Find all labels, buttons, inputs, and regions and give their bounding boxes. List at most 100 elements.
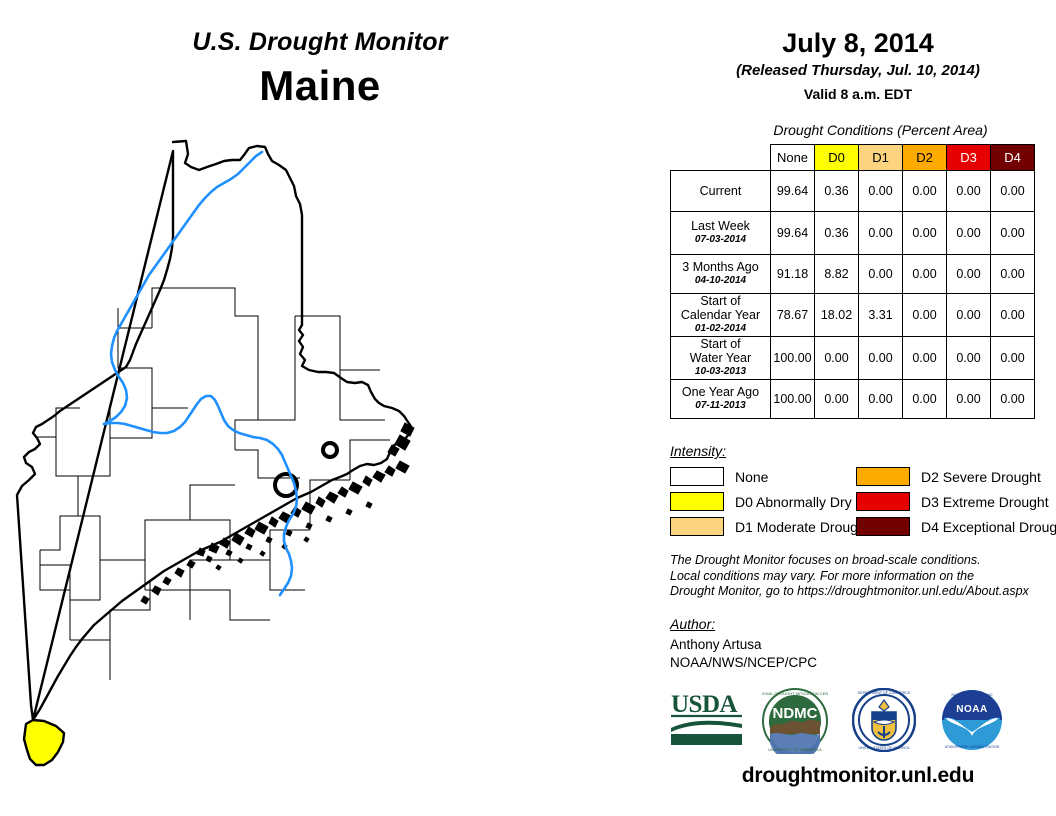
- valid-time: Valid 8 a.m. EDT: [803, 86, 913, 102]
- legend-item-d0: D0 Abnormally Dry: [670, 489, 870, 514]
- usda-logo[interactable]: USDA: [670, 688, 744, 751]
- cell-current-d3: 0.00: [946, 170, 991, 212]
- cell-wy-none: 100.00: [770, 336, 815, 380]
- cell-current-d0: 0.36: [814, 170, 859, 212]
- commerce-seal-logo[interactable]: DEPARTMENT OF COMMERCE UNITED STATES OF …: [851, 687, 917, 757]
- svg-text:NOAA: NOAA: [956, 704, 987, 715]
- cell-lastweek-d3: 0.00: [946, 211, 991, 255]
- row-label-one-year-ago: One Year Ago 07-11-2013: [670, 379, 771, 419]
- svg-text:NATIONAL OCEANIC AND: NATIONAL OCEANIC AND: [952, 693, 993, 697]
- release-date: (Released Thursday, Jul. 10, 2014): [736, 62, 980, 79]
- row-date: 01-02-2014: [694, 323, 747, 334]
- legend-item-d1: D1 Moderate Drought: [670, 514, 870, 539]
- legend-swatch-d4-icon: [856, 517, 910, 536]
- svg-text:ATMOSPHERIC ADMINISTRATION: ATMOSPHERIC ADMINISTRATION: [945, 745, 1000, 749]
- legend-label-d4: D4 Exceptional Drought: [921, 518, 1056, 535]
- legend-swatch-d3-icon: [856, 492, 910, 511]
- cell-wy-d0: 0.00: [814, 336, 859, 380]
- legend-swatch-d2-icon: [856, 467, 910, 486]
- cell-3mo-none: 91.18: [770, 254, 815, 294]
- noaa-logo[interactable]: NOAA NATIONAL OCEANIC AND ATMOSPHERIC AD…: [940, 688, 1004, 757]
- legend-swatch-d1-icon: [670, 517, 724, 536]
- cell-oya-d0: 0.00: [814, 379, 859, 419]
- legend-item-d4: D4 Exceptional Drought: [856, 514, 1056, 539]
- cell-wy-d4: 0.00: [990, 336, 1035, 380]
- table-corner-cell: [671, 145, 771, 171]
- cell-cal-d1: 3.31: [858, 293, 903, 337]
- legend-swatch-d0-icon: [670, 492, 724, 511]
- legend-label-d1: D1 Moderate Drought: [735, 518, 870, 535]
- cell-lastweek-none: 99.64: [770, 211, 815, 255]
- cell-wy-d1: 0.00: [858, 336, 903, 380]
- legend-label-none: None: [735, 468, 769, 485]
- svg-text:DEPARTMENT OF COMMERCE: DEPARTMENT OF COMMERCE: [858, 691, 911, 695]
- cell-cal-d4: 0.00: [990, 293, 1035, 337]
- row-title: Last Week: [691, 219, 750, 233]
- table-header-row: None D0 D1 D2 D3 D4: [671, 144, 1035, 171]
- river-lines: [102, 150, 299, 597]
- cell-3mo-d3: 0.00: [946, 254, 991, 294]
- cell-lastweek-d0: 0.36: [814, 211, 859, 255]
- row-title: Start of Calendar Year: [680, 294, 761, 322]
- svg-text:UNITED STATES OF AMERICA: UNITED STATES OF AMERICA: [859, 746, 911, 750]
- info-pane: July 8, 2014 (Released Thursday, Jul. 10…: [660, 0, 1056, 816]
- row-label-current: Current: [670, 170, 771, 212]
- cell-cal-none: 78.67: [770, 293, 815, 337]
- cell-3mo-d0: 8.82: [814, 254, 859, 294]
- row-label-start-calendar-year: Start of Calendar Year 01-02-2014: [670, 293, 771, 337]
- cell-wy-d2: 0.00: [902, 336, 947, 380]
- legend-item-d2: D2 Severe Drought: [856, 464, 1056, 489]
- svg-text:USDA: USDA: [671, 691, 738, 718]
- cell-current-d4: 0.00: [990, 170, 1035, 212]
- cell-3mo-d4: 0.00: [990, 254, 1035, 294]
- author-organization: NOAA/NWS/NCEP/CPC: [670, 655, 818, 670]
- cell-cal-d3: 0.00: [946, 293, 991, 337]
- row-date: 04-10-2014: [694, 275, 747, 286]
- logo-row: USDA NDMC NATIONAL DROUGHT MITIGATION CE…: [660, 687, 1056, 762]
- column-header-d0: D0: [814, 144, 859, 171]
- table-row: Start of Calendar Year 01-02-2014 78.67 1…: [670, 293, 1035, 337]
- cell-current-d1: 0.00: [858, 170, 903, 212]
- row-title: Start of Water Year: [689, 337, 752, 365]
- cell-oya-d3: 0.00: [946, 379, 991, 419]
- page-title: U.S. Drought Monitor: [192, 28, 448, 56]
- table-row: 3 Months Ago 04-10-2014 91.18 8.82 0.00 …: [670, 254, 1035, 294]
- cell-3mo-d2: 0.00: [902, 254, 947, 294]
- st-john-river: [102, 150, 264, 426]
- row-date: 10-03-2013: [694, 366, 747, 377]
- svg-text:NATIONAL DROUGHT MITIGATION CE: NATIONAL DROUGHT MITIGATION CENTER: [762, 691, 828, 696]
- legend-column-2: D2 Severe Drought D3 Extreme Drought D4 …: [856, 464, 1056, 539]
- legend-label-d2: D2 Severe Drought: [921, 468, 1041, 485]
- map-drought-overlay-d0: [24, 720, 64, 765]
- cell-oya-none: 100.00: [770, 379, 815, 419]
- legend-swatch-none-icon: [670, 467, 724, 486]
- table-row: Last Week 07-03-2014 99.64 0.36 0.00 0.0…: [670, 211, 1035, 255]
- row-title: 3 Months Ago: [682, 260, 759, 274]
- cell-oya-d2: 0.00: [902, 379, 947, 419]
- maine-map[interactable]: [0, 120, 660, 800]
- map-pane: U.S. Drought Monitor Maine: [0, 28, 660, 800]
- legend-label-d3: D3 Extreme Drought: [921, 493, 1049, 510]
- row-label-3-months-ago: 3 Months Ago 04-10-2014: [670, 254, 771, 294]
- row-title: Current: [699, 184, 742, 198]
- cell-3mo-d1: 0.00: [858, 254, 903, 294]
- table-caption: Drought Conditions (Percent Area): [773, 122, 988, 138]
- table-row: Start of Water Year 10-03-2013 100.00 0.0…: [670, 336, 1035, 380]
- row-label-start-water-year: Start of Water Year 10-03-2013: [670, 336, 771, 380]
- coastal-islands: [140, 422, 415, 605]
- disclaimer-text: The Drought Monitor focuses on broad-sca…: [670, 553, 1050, 600]
- row-date: 07-03-2014: [694, 234, 747, 245]
- state-outline: [15, 139, 414, 767]
- column-header-none: None: [770, 144, 815, 171]
- maine-state-border: [15, 139, 414, 767]
- row-title: One Year Ago: [681, 385, 760, 399]
- cell-current-none: 99.64: [770, 170, 815, 212]
- cell-wy-d3: 0.00: [946, 336, 991, 380]
- legend-column-1: None D0 Abnormally Dry D1 Moderate Droug…: [670, 464, 870, 539]
- column-header-d2: D2: [902, 144, 947, 171]
- author-label: Author:: [670, 616, 716, 632]
- site-url[interactable]: droughtmonitor.unl.edu: [741, 764, 975, 787]
- ndmc-logo[interactable]: NDMC NATIONAL DROUGHT MITIGATION CENTER …: [754, 688, 836, 762]
- svg-text:NDMC: NDMC: [773, 705, 818, 722]
